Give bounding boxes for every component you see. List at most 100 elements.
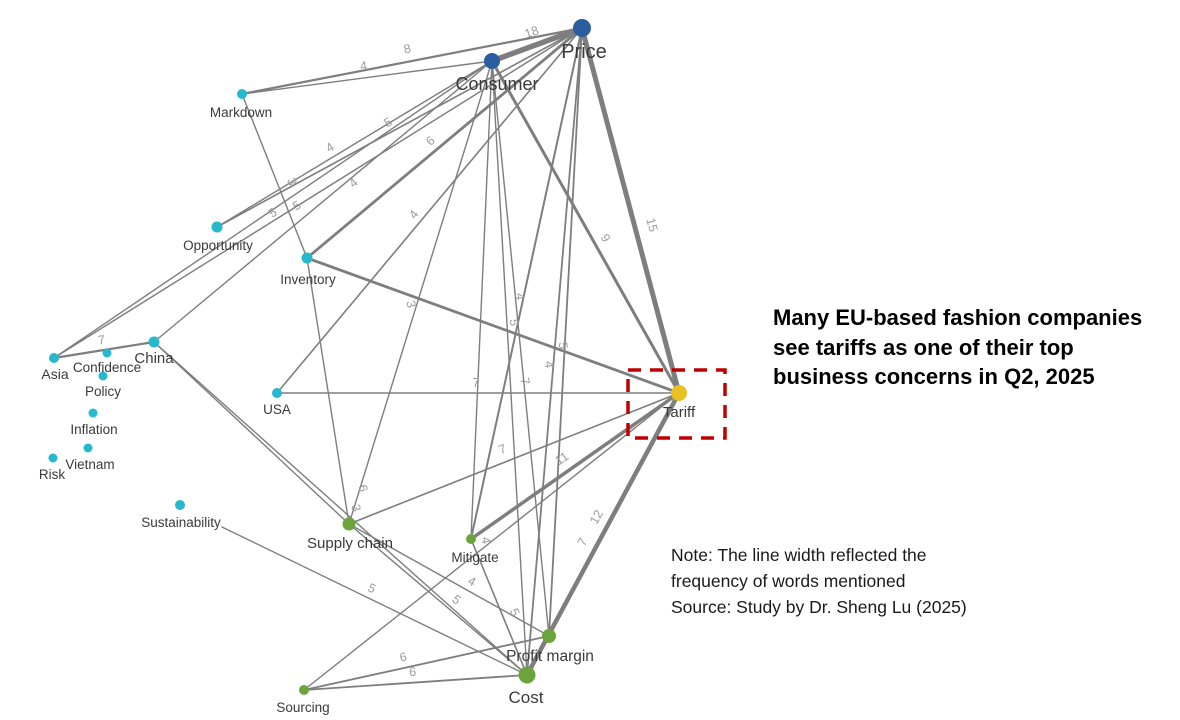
note-line-1: Note: The line width reflected the [671, 545, 927, 565]
edge-price-usa [276, 27, 583, 394]
node-label-cost: Cost [509, 688, 544, 707]
edge-consumer-supply_chain [348, 60, 493, 525]
node-mitigate [466, 534, 476, 544]
edge-inventory-supply_chain [306, 257, 350, 525]
edge-opportunity-consumer [216, 60, 493, 228]
node-sourcing [299, 685, 309, 695]
edge-price-mitigate [470, 27, 583, 540]
edge-mitigate-tariff [469, 391, 681, 541]
node-label-vietnam: Vietnam [65, 457, 114, 472]
edge-consumer-profit_margin [491, 60, 550, 637]
node-markdown [237, 89, 247, 99]
edge-tariff-profit_margin [547, 391, 681, 638]
edge-weight-label: 4 [466, 574, 479, 590]
edge-inventory-price [305, 26, 584, 260]
node-label-tariff: Tariff [663, 404, 696, 421]
edge-sourcing-tariff [303, 392, 680, 691]
edge-consumer-price [489, 25, 585, 64]
node-inventory [301, 252, 313, 264]
edge-weight-label: 9 [598, 231, 614, 244]
node-label-markdown: Markdown [210, 105, 272, 120]
node-inflation [88, 408, 98, 418]
node-label-mitigate: Mitigate [451, 550, 498, 565]
node-label-asia: Asia [41, 366, 68, 382]
edge-sustainability-cost [221, 526, 528, 676]
edge-weight-label: 4 [323, 140, 336, 156]
node-opportunity [211, 221, 223, 233]
node-label-inflation: Inflation [70, 422, 117, 437]
node-profit_margin [542, 629, 556, 643]
edge-inventory-tariff [305, 256, 681, 395]
edge-supply_chain-tariff [348, 392, 680, 525]
edge-price-profit_margin [548, 27, 583, 637]
edge-supply_chain-profit_margin [348, 523, 550, 637]
edge-weight-label: 5 [382, 115, 395, 131]
edge-weight-label: 4 [359, 59, 368, 74]
edge-weight-label: 4 [406, 207, 421, 221]
node-sustainability [175, 500, 185, 510]
node-tariff [671, 385, 687, 401]
edge-price-cost [526, 27, 583, 676]
edge-weight-label: 4 [346, 175, 360, 190]
edge-weight-label: 6 [423, 133, 437, 148]
node-vietnam [83, 443, 93, 453]
headline-line-2: see tariffs as one of their top [773, 334, 1074, 360]
edge-weight-label: 5 [507, 318, 522, 326]
edge-weight-label: 4 [542, 360, 557, 368]
edge-weight-label: 11 [552, 449, 571, 468]
node-cost [518, 666, 536, 684]
edge-weight-label: 7 [497, 441, 509, 457]
edge-weight-label: 5 [366, 581, 378, 597]
node-label-price: Price [561, 41, 607, 63]
node-label-sourcing: Sourcing [276, 700, 329, 715]
edge-weight-label: 5 [449, 592, 463, 607]
headline-line-3: business concerns in Q2, 2025 [773, 364, 1095, 389]
edge-weight-label: 18 [523, 23, 541, 41]
node-label-usa: USA [263, 402, 291, 417]
edge-weight-label: 5 [556, 341, 571, 349]
node-label-inventory: Inventory [280, 272, 336, 287]
edge-weight-label: 5 [290, 198, 303, 214]
node-confidence [102, 348, 112, 358]
node-label-policy: Policy [85, 384, 121, 399]
node-label-sustainability: Sustainability [141, 515, 221, 530]
edge-china-cost [153, 341, 528, 676]
node-policy [98, 371, 108, 381]
edge-weight-label: 12 [587, 508, 606, 527]
node-label-supply_chain: Supply chain [307, 535, 393, 552]
node-usa [272, 388, 282, 398]
edge-weight-label: 15 [643, 216, 660, 233]
edge-weight-label: 7 [97, 333, 106, 348]
node-risk [48, 453, 58, 463]
edge-weight-label: 6 [355, 483, 370, 493]
edge-weight-label: 6 [398, 650, 408, 665]
node-china [148, 336, 160, 348]
edge-weight-label: 7 [575, 536, 591, 549]
node-label-risk: Risk [39, 467, 65, 482]
node-price [573, 19, 591, 37]
edge-weight-label: 4 [513, 292, 528, 300]
node-label-confidence: Confidence [73, 360, 141, 375]
note-line-2: frequency of words mentioned [671, 571, 906, 591]
edge-china-consumer [153, 60, 493, 343]
edge-price-tariff [579, 25, 682, 396]
edge-weight-label: 7 [517, 376, 532, 386]
edge-markdown-price [240, 26, 584, 96]
node-label-opportunity: Opportunity [183, 238, 253, 253]
edge-consumer-tariff [490, 59, 681, 395]
edge-weight-label: 8 [402, 42, 412, 57]
edge-weight-label: 6 [409, 665, 417, 679]
node-label-profit_margin: Profit margin [506, 648, 594, 665]
headline: Many EU-based fashion companies see tari… [773, 303, 1173, 392]
tariff-highlight-box [626, 368, 727, 440]
headline-line-1: Many EU-based fashion companies [773, 305, 1143, 330]
edge-consumer-mitigate [470, 60, 493, 540]
edge-sourcing-profit_margin [303, 635, 550, 691]
edge-supply_chain-cost [348, 523, 528, 676]
edge-consumer-cost [491, 60, 528, 676]
note-line-3: Source: Study by Dr. Sheng Lu (2025) [671, 597, 967, 617]
edge-markdown-consumer [241, 60, 493, 95]
node-label-consumer: Consumer [455, 74, 538, 94]
